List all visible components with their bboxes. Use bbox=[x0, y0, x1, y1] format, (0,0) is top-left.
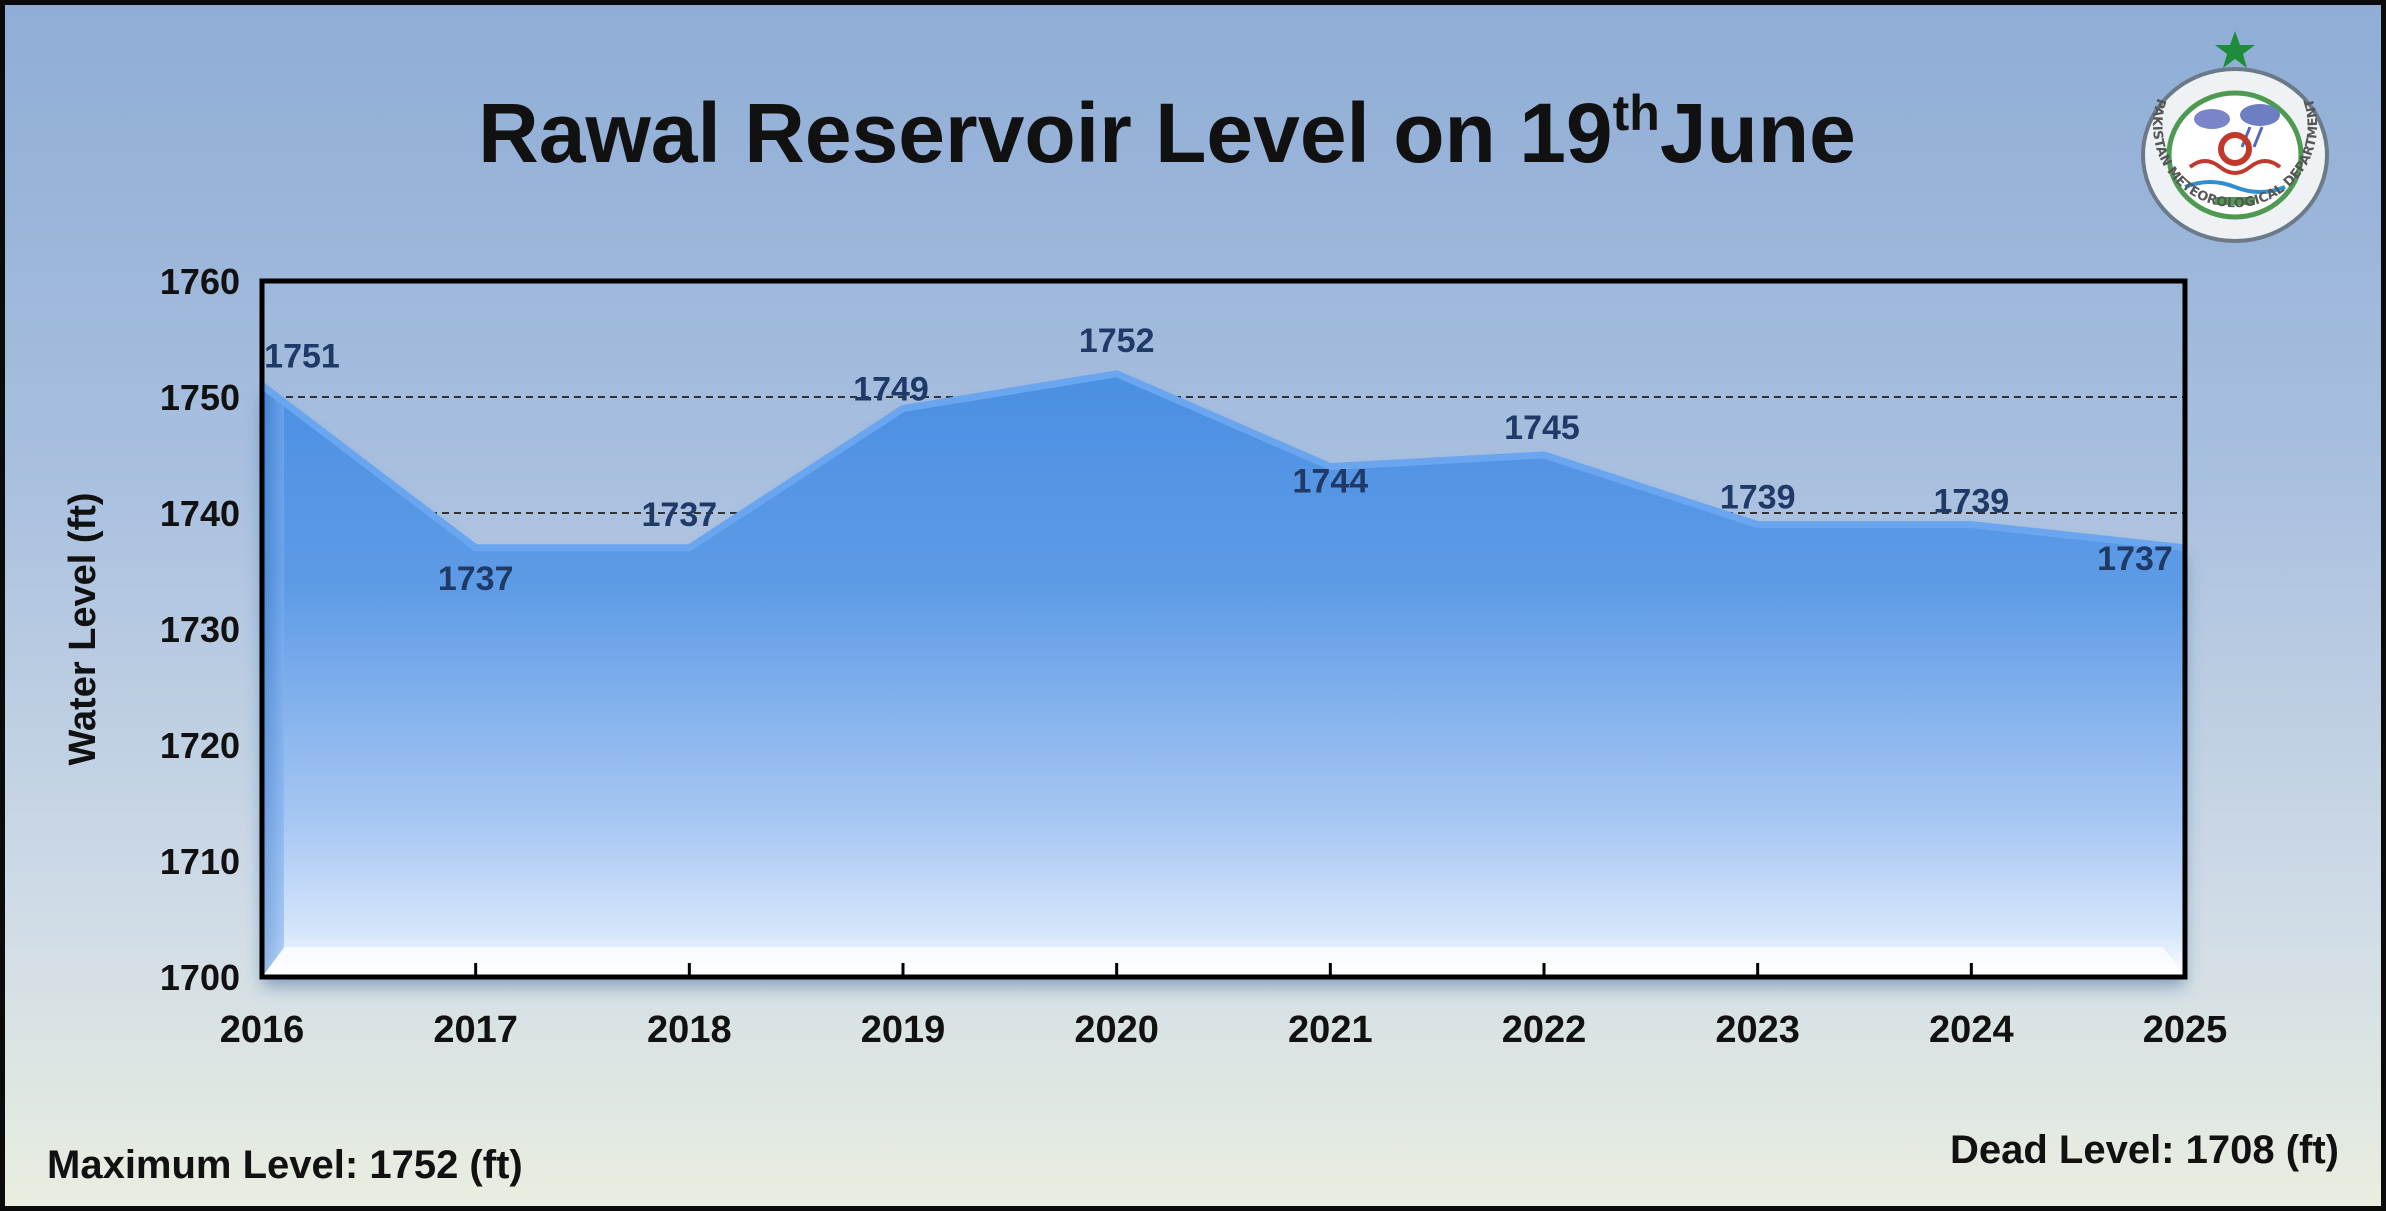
x-tick-label: 2022 bbox=[1502, 1009, 1587, 1051]
dead-level-note: Dead Level: 1708 (ft) bbox=[1949, 1128, 2339, 1172]
chart-title: Rawal Reservoir Level on 19thJune bbox=[5, 85, 2329, 182]
pmd-logo-icon: PAKISTAN METEOROLOGICAL DEPARTMENT bbox=[2141, 31, 2329, 243]
maximum-level-note: Maximum Level: 1752 (ft) bbox=[47, 1143, 523, 1187]
data-label: 1737 bbox=[438, 560, 514, 598]
x-tick-label: 2016 bbox=[220, 1009, 305, 1051]
x-tick-label: 2020 bbox=[1074, 1009, 1159, 1051]
y-axis-label: Water Level (ft) bbox=[62, 492, 104, 765]
data-label: 1749 bbox=[853, 371, 929, 409]
area-chart: 1700 1710 1720 1730 1740 1750 1760 2016 2017 2018… bbox=[62, 261, 2227, 1051]
area-depth-left bbox=[262, 385, 284, 977]
axis-layer: 1700 1710 1720 1730 1740 1750 1760 2016 2017 2018… bbox=[62, 261, 2227, 1051]
data-label: 1744 bbox=[1293, 463, 1369, 501]
data-label: 1751 bbox=[264, 337, 340, 375]
area-layer bbox=[259, 370, 2186, 977]
data-label: 1745 bbox=[1504, 409, 1580, 447]
x-tick-label: 2025 bbox=[2143, 1009, 2228, 1051]
data-label: 1752 bbox=[1079, 322, 1155, 360]
data-label: 1737 bbox=[642, 496, 718, 534]
x-tick-label: 2018 bbox=[647, 1009, 732, 1051]
label-layer: 1751 1737 1737 1749 1752 1744 1745 1739 1739 1737 bbox=[264, 322, 2173, 598]
area-series bbox=[262, 373, 2185, 977]
x-tick-label: 2024 bbox=[1929, 1009, 2014, 1051]
title-suffix: June bbox=[1659, 86, 1856, 180]
data-label: 1739 bbox=[1934, 483, 2010, 521]
y-tick-label: 1740 bbox=[160, 493, 240, 534]
title-superscript: th bbox=[1612, 85, 1660, 141]
x-tick-label: 2023 bbox=[1715, 1009, 1800, 1051]
x-tick-label: 2021 bbox=[1288, 1009, 1373, 1051]
area-depth-floor bbox=[262, 947, 2185, 977]
data-label: 1739 bbox=[1720, 479, 1796, 517]
plot-frame bbox=[259, 278, 2188, 980]
y-tick-label: 1700 bbox=[160, 957, 240, 998]
title-main: Rawal Reservoir Level on 19 bbox=[478, 86, 1613, 180]
y-tick-label: 1720 bbox=[160, 725, 240, 766]
y-tick-label: 1750 bbox=[160, 377, 240, 418]
x-tick-label: 2017 bbox=[433, 1009, 518, 1051]
x-tick-label: 2019 bbox=[861, 1009, 946, 1051]
y-tick-label: 1730 bbox=[160, 609, 240, 650]
y-tick-label: 1760 bbox=[160, 261, 240, 302]
area-top-line bbox=[259, 370, 2186, 552]
data-label: 1737 bbox=[2097, 540, 2173, 578]
y-tick-label: 1710 bbox=[160, 841, 240, 882]
